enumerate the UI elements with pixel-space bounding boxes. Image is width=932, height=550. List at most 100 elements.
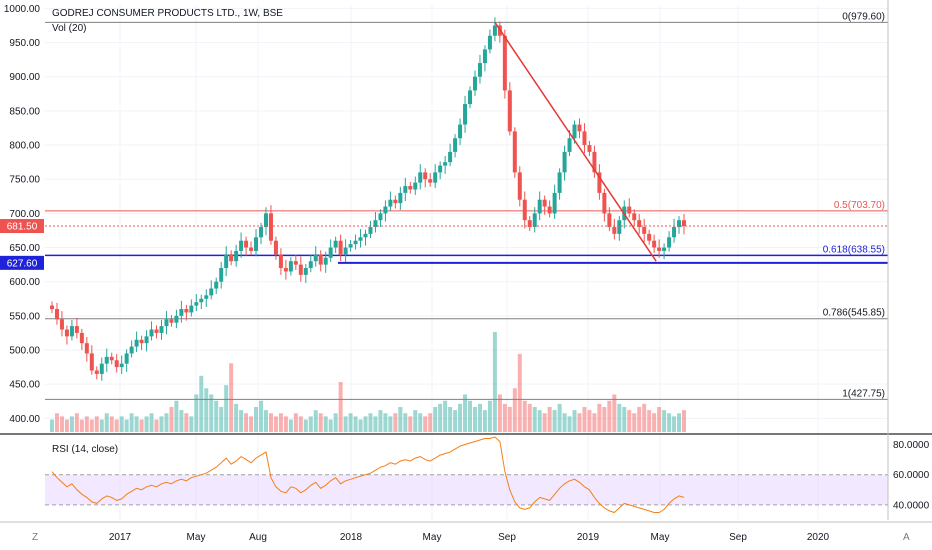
volume-bar [144,416,149,432]
candle-body [607,213,612,228]
candle-body [492,25,497,36]
candle-body [502,35,507,91]
volume-bar [393,413,398,432]
candle-body [229,254,234,262]
candle-body [373,220,378,228]
volume-bar [333,413,338,432]
volume-bar [562,413,567,432]
x-tick-label: Sep [498,532,516,543]
candle-body [348,244,353,248]
candle-body [637,220,642,228]
volume-bar [278,413,283,432]
last-price-label: 681.50 [7,222,38,233]
last-price-tag [0,219,44,234]
volume-bar [662,410,667,432]
volume-bar [313,410,318,432]
candle-body [477,63,482,77]
candle-body [224,254,229,269]
volume-bar [318,413,323,432]
volume-bar [194,394,199,432]
volume-bar [542,413,547,432]
candle-body [154,329,159,333]
candle-body [254,237,259,251]
candle-body [54,309,59,320]
candle-body [283,268,288,272]
candle-body [249,247,254,251]
candle-body [124,353,129,364]
candle-body [647,233,652,241]
y-tick-label: 950.00 [9,38,40,49]
candle-body [94,370,99,374]
volume-bar [363,416,368,432]
volume-bar [667,413,672,432]
volume-bar [114,419,119,432]
volume-bar [652,413,657,432]
volume-bar [577,413,582,432]
candle-body [408,186,413,190]
auto-scale-button[interactable]: A [903,532,910,543]
volume-bar [74,413,79,432]
y-tick-label: 650.00 [9,243,40,254]
volume-bar [572,410,577,432]
volume-bar [582,407,587,432]
candle-body [557,172,562,193]
candle-body [358,237,363,241]
volume-bar [448,407,453,432]
volume-indicator-label: Vol (20) [52,23,87,34]
volume-bar [164,413,169,432]
volume-bar [408,416,413,432]
candles [50,17,686,381]
volume-bar [373,416,378,432]
candle-body [512,131,517,173]
volume-bar [637,407,642,432]
candle-body [234,250,239,262]
candle-body [617,220,622,234]
volume-bar [169,407,174,432]
candle-body [413,182,418,190]
candle-body [79,332,84,344]
volume-bar [59,416,64,432]
volume-bar [388,416,393,432]
volume-bar [124,419,129,432]
volume-bar [567,416,572,432]
volume-bar [602,407,607,432]
x-tick-label: 2018 [340,532,363,543]
y-tick-label: 750.00 [9,175,40,186]
candle-body [428,179,433,183]
volume-bar [458,403,463,432]
volume-bar [229,363,234,432]
volume-bar [438,403,443,432]
volume-bar [398,407,403,432]
volume-bar [612,394,617,432]
candle-body [562,151,567,173]
candle-body [577,124,582,132]
volume-bar [199,375,204,432]
volume-bar [607,400,612,432]
candle-body [487,35,492,50]
volume-bar [293,413,298,432]
candle-body [507,90,512,132]
volume-bar [418,413,423,432]
volume-bar [50,419,54,432]
rsi-tick-label: 40.0000 [893,500,930,511]
trend-lines: 627.60 681.50 [0,21,888,270]
candle-body [368,227,373,234]
rsi-series-line [51,436,685,514]
candle-body [572,124,577,139]
volume-bar [592,413,597,432]
candle-body [542,199,547,207]
volume-bar [348,413,353,432]
x-tick-label: May [651,532,670,543]
volume-bar [423,416,428,432]
volume-bar [532,407,537,432]
volume-bar [328,419,333,432]
candle-body [592,151,597,173]
zoom-button[interactable]: Z [32,532,39,543]
volume-bar [179,410,184,432]
candle-body [552,192,557,214]
candle-body [597,172,602,193]
candle-body [463,104,468,125]
volume-bar [244,413,249,432]
volume-bar [209,394,214,432]
volume-bar [443,400,448,432]
